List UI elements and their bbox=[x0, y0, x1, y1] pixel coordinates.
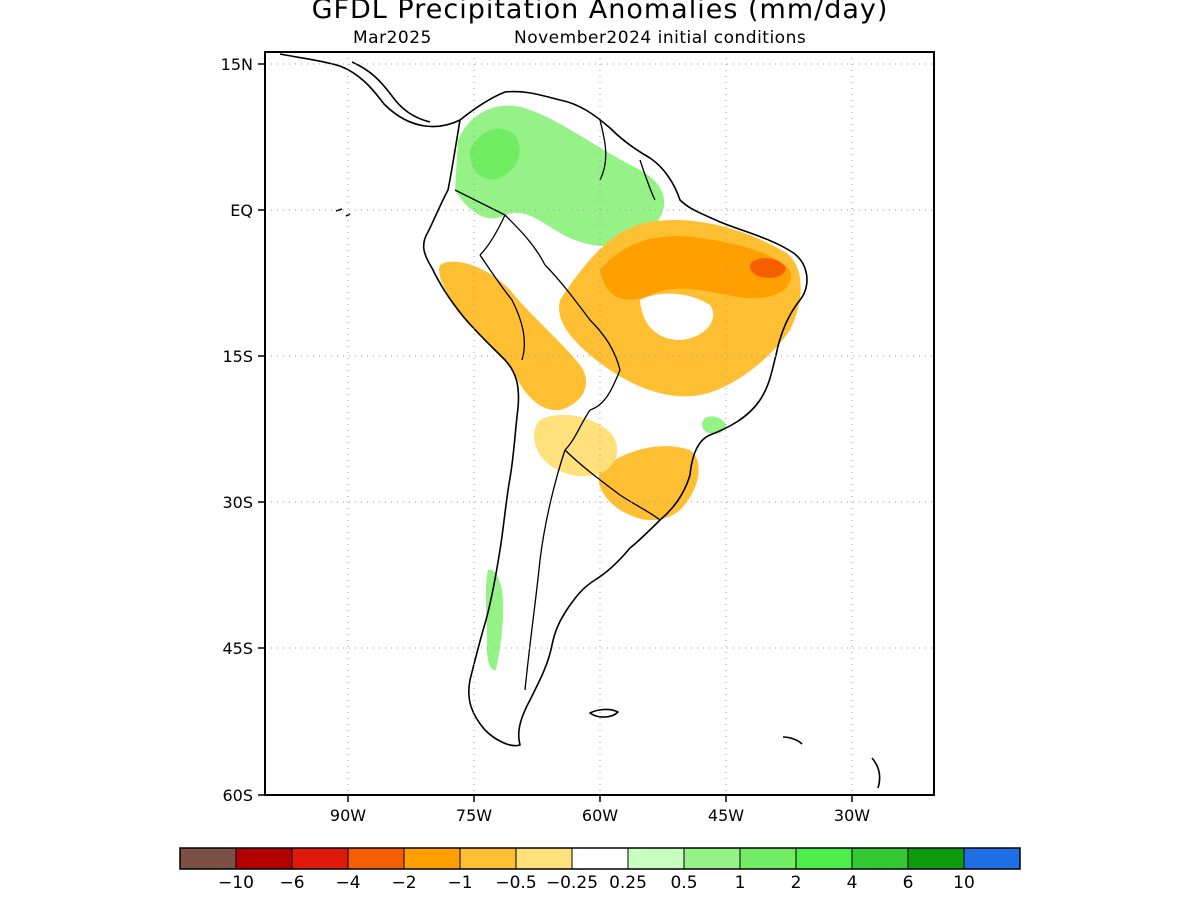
colorbar-label: 0.25 bbox=[609, 873, 647, 893]
colorbar-label: 2 bbox=[791, 873, 802, 893]
colorbar-label: 0.5 bbox=[670, 873, 697, 893]
colorbar-swatch bbox=[515, 847, 573, 870]
longitude-axis: 90W 75W 60W 45W 30W bbox=[330, 795, 870, 825]
colorbar-swatch bbox=[795, 847, 853, 870]
east-atlantic-islands bbox=[871, 757, 881, 789]
dry-anomaly-paraguay bbox=[534, 414, 618, 477]
colorbar-swatch bbox=[739, 847, 797, 870]
colorbar-label: 6 bbox=[903, 873, 914, 893]
colorbar-label: −1 bbox=[447, 873, 472, 893]
colorbar-swatch bbox=[291, 847, 349, 870]
lat-tick-label: 45S bbox=[222, 639, 253, 658]
lon-tick-label: 90W bbox=[330, 806, 366, 825]
falkland-islands bbox=[589, 708, 619, 718]
lat-tick-label: EQ bbox=[230, 201, 253, 220]
colorbar-swatch bbox=[403, 847, 461, 870]
colorbar: −10 −6 −4 −2 −1 −0.5 −0.25 0.25 0.5 1 2 4 6 10 bbox=[179, 847, 1021, 893]
colorbar-swatch bbox=[963, 847, 1021, 870]
colorbar-labels: −10 −6 −4 −2 −1 −0.5 −0.25 0.25 0.5 1 2 4 6 10 bbox=[218, 873, 975, 893]
colorbar-frame bbox=[179, 847, 1021, 870]
lat-tick-label: 15N bbox=[221, 55, 253, 74]
colorbar-label: −4 bbox=[335, 873, 360, 893]
colorbar-swatch bbox=[907, 847, 965, 870]
colorbar-swatch bbox=[571, 847, 629, 870]
colorbar-swatch bbox=[179, 847, 237, 870]
colorbar-swatch bbox=[459, 847, 517, 870]
colorbar-label: 4 bbox=[847, 873, 858, 893]
neutral-pocket-central-brazil bbox=[640, 293, 714, 340]
colorbar-swatch bbox=[235, 847, 293, 870]
map-plot bbox=[264, 51, 935, 796]
forecast-month: Mar2025 bbox=[353, 28, 432, 48]
lat-tick-label: 60S bbox=[222, 786, 253, 805]
dry-anomaly-ne-brazil-core bbox=[600, 236, 791, 300]
colorbar-label: −10 bbox=[218, 873, 254, 893]
colorbar-label: −6 bbox=[279, 873, 304, 893]
south-georgia bbox=[782, 736, 803, 745]
wet-anomaly-se-brazil bbox=[702, 416, 726, 434]
lon-tick-label: 75W bbox=[456, 806, 492, 825]
lat-tick-label: 30S bbox=[222, 493, 253, 512]
coastlines bbox=[279, 53, 881, 789]
map-title: GFDL Precipitation Anomalies (mm/day) bbox=[311, 0, 889, 25]
colorbar-label: 1 bbox=[735, 873, 746, 893]
south-america-coastline bbox=[422, 90, 808, 747]
country-borders bbox=[454, 119, 661, 691]
colorbar-swatch bbox=[627, 847, 685, 870]
colorbar-label: −0.5 bbox=[495, 873, 536, 893]
colorbar-label: −0.25 bbox=[546, 873, 598, 893]
colorbar-label: −2 bbox=[391, 873, 416, 893]
wet-anomaly-north-amazon-core bbox=[469, 128, 520, 180]
dry-anomaly-peru-bolivia bbox=[439, 261, 587, 411]
lat-tick-label: 15S bbox=[222, 347, 253, 366]
colorbar-swatches bbox=[179, 847, 1021, 870]
latitude-axis: 15N EQ 15S 30S 45S 60S bbox=[221, 55, 265, 805]
colorbar-swatch bbox=[683, 847, 741, 870]
initial-conditions: November2024 initial conditions bbox=[514, 28, 807, 48]
lon-tick-label: 45W bbox=[708, 806, 744, 825]
anomaly-shading bbox=[439, 105, 801, 671]
central-america-coastline bbox=[279, 53, 461, 128]
lon-tick-label: 60W bbox=[582, 806, 618, 825]
colorbar-swatch bbox=[347, 847, 405, 870]
colorbar-swatch bbox=[851, 847, 909, 870]
dry-anomaly-ne-brazil-peak bbox=[750, 258, 786, 278]
lon-tick-label: 30W bbox=[834, 806, 870, 825]
wet-anomaly-southern-chile bbox=[485, 569, 504, 671]
caribbean-coast bbox=[351, 61, 431, 123]
colorbar-label: 10 bbox=[953, 873, 975, 893]
